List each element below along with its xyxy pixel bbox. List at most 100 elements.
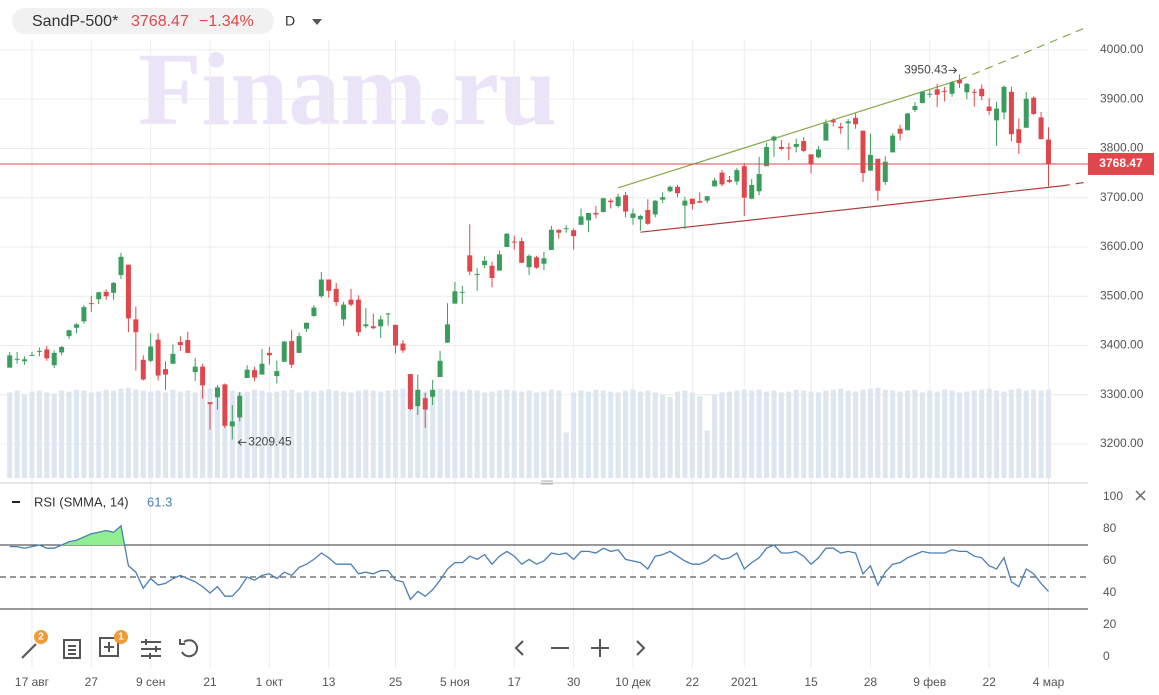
volume-bar xyxy=(378,391,384,478)
candle-body xyxy=(155,339,161,376)
candle-body xyxy=(333,288,339,303)
volume-bar xyxy=(1023,390,1029,478)
volume-bar xyxy=(304,390,309,478)
candle-body xyxy=(585,212,591,221)
volume-bar xyxy=(853,391,859,478)
candle-body xyxy=(118,256,124,276)
close-rsi[interactable] xyxy=(1135,490,1146,501)
candle-body xyxy=(318,279,324,297)
volume-bar xyxy=(548,389,554,478)
volume-bar xyxy=(912,389,918,478)
header-price: 3768.47 xyxy=(131,13,189,30)
volume-bar xyxy=(571,392,577,478)
candle-body xyxy=(897,128,903,134)
x-tick-label: 9 сен xyxy=(136,675,165,689)
x-tick-label: 15 xyxy=(804,675,818,689)
volume-bar xyxy=(1008,389,1014,478)
volume-bar xyxy=(637,391,643,478)
candle-body xyxy=(14,358,20,360)
y-tick-label: 3800.00 xyxy=(1100,141,1144,155)
y-tick-label: 4000.00 xyxy=(1100,42,1144,56)
list-tool[interactable] xyxy=(63,639,81,659)
scroll-right[interactable] xyxy=(636,640,646,656)
candle-body xyxy=(1001,86,1007,113)
volume-bar xyxy=(749,390,755,478)
zoom-in[interactable] xyxy=(591,639,609,657)
candle-body xyxy=(222,384,228,426)
candle-body xyxy=(949,82,955,94)
volume-bar xyxy=(504,389,510,478)
candle-body xyxy=(660,197,666,200)
candle-body xyxy=(801,141,807,151)
symbol-box[interactable] xyxy=(12,8,274,34)
add-tool[interactable] xyxy=(99,637,119,657)
volume-bar xyxy=(415,389,421,478)
toolbar: 2 1 xyxy=(21,630,646,659)
divider-handle[interactable] xyxy=(541,480,553,485)
y-tick-label: 3400.00 xyxy=(1100,338,1144,352)
candle-body xyxy=(890,135,896,153)
volume-bar xyxy=(867,388,873,478)
volume-bar xyxy=(741,389,747,478)
undo-tool[interactable] xyxy=(179,639,199,658)
volume-bar xyxy=(652,392,658,478)
y-tick-label: 3300.00 xyxy=(1100,387,1144,401)
y-tick-label: 3900.00 xyxy=(1100,91,1144,105)
candle-body xyxy=(867,154,873,171)
low-annotation: 3209.45 xyxy=(248,435,292,449)
volume-bar xyxy=(882,389,888,478)
volume-bar xyxy=(125,387,131,478)
volume-bar xyxy=(660,394,666,478)
volume-bar xyxy=(252,389,258,478)
volume-bar xyxy=(29,391,35,478)
candle-body xyxy=(548,229,554,250)
volume-bar xyxy=(838,388,844,478)
settings-tool[interactable] xyxy=(141,639,161,659)
candle-body xyxy=(111,282,117,293)
candle-body xyxy=(556,229,562,233)
candle-body xyxy=(51,352,57,366)
volume-bar xyxy=(148,391,154,478)
rsi-last: 61.3 xyxy=(147,494,172,509)
candle-body xyxy=(1046,139,1051,164)
pencil-tool[interactable] xyxy=(21,643,37,659)
candle-body xyxy=(370,326,376,329)
volume-bar xyxy=(348,392,354,478)
volume-bar xyxy=(259,390,265,478)
volume-bar xyxy=(36,390,42,478)
candle-body xyxy=(1038,117,1044,140)
volume-bar xyxy=(118,388,124,478)
volume-bar xyxy=(956,392,962,478)
low-arrow xyxy=(237,439,247,446)
x-tick-label: 25 xyxy=(389,675,403,689)
candle-body xyxy=(741,166,747,198)
rsi-tick-label: 100 xyxy=(1103,489,1123,503)
candle-body xyxy=(853,117,859,125)
volume-bar xyxy=(511,390,517,478)
candle-body xyxy=(764,146,770,167)
x-tick-label: 22 xyxy=(686,675,700,689)
volume-bar xyxy=(608,391,614,478)
volume-bar xyxy=(778,392,784,478)
candle-body xyxy=(645,210,651,224)
volume-bar xyxy=(1038,390,1044,478)
candle-body xyxy=(726,179,732,182)
interval[interactable]: D xyxy=(285,13,295,29)
y-tick-label: 3500.00 xyxy=(1100,288,1144,302)
candle-body xyxy=(830,120,836,123)
volume-bar xyxy=(927,390,933,478)
candle-body xyxy=(467,255,473,272)
volume-bar xyxy=(682,390,688,478)
interval-caret[interactable] xyxy=(312,19,322,25)
volume-bar xyxy=(496,390,502,478)
volume-bar xyxy=(133,389,139,478)
volume-bar xyxy=(452,390,458,478)
badge xyxy=(34,630,48,644)
candle-body xyxy=(860,130,866,174)
scroll-left[interactable] xyxy=(514,640,524,656)
layers: 17 авг 27 9 сен 21 1 окт 13 25 5 ноя 17 30 10 дек 2… xyxy=(0,26,1154,689)
volume-bar xyxy=(393,389,399,478)
candle-body xyxy=(534,257,540,268)
candle-body xyxy=(600,198,606,212)
candle-body xyxy=(919,91,925,104)
